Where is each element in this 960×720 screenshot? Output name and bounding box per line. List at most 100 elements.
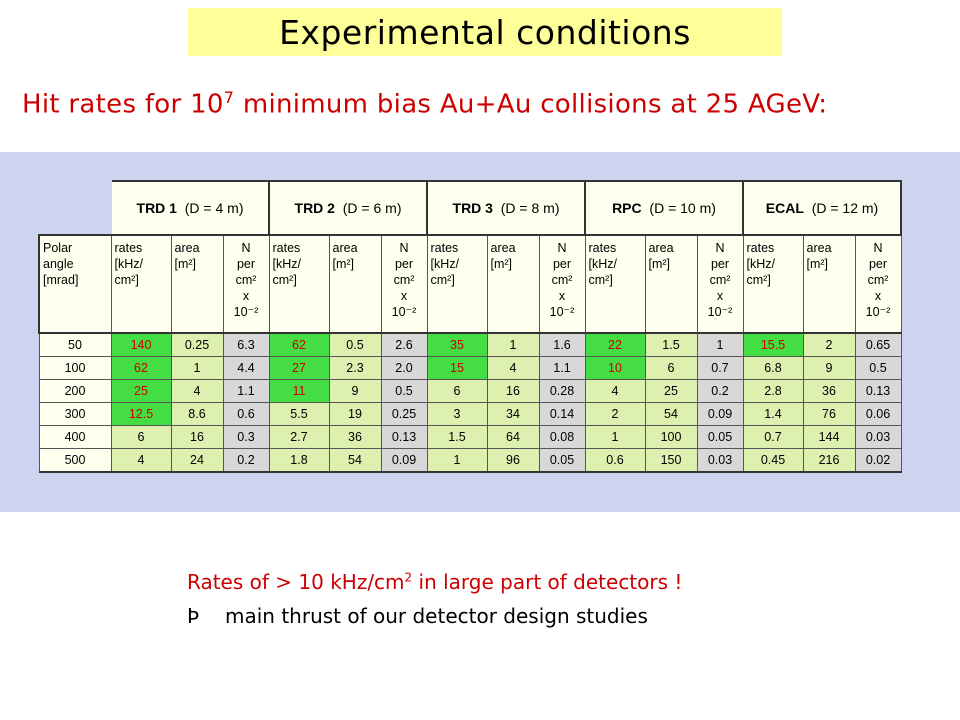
n-cell: 1.1 [222,379,270,403]
area-header: area [m²] [486,234,540,334]
rate-cell: 1.8 [268,448,330,473]
n-cell: 0.03 [854,425,902,449]
area-cell: 64 [486,425,540,449]
detector-header-trd-3: TRD 3 (D = 8 m) [426,180,586,236]
detector-name: TRD 2 [294,200,335,216]
area-cell: 2.3 [328,356,382,380]
polar-angle-cell: 50 [38,332,112,357]
area-cell: 100 [644,425,698,449]
area-cell: 150 [644,448,698,473]
rate-cell: 1 [584,425,646,449]
detector-distance: (D = 8 m) [500,200,560,216]
area-cell: 1 [486,332,540,357]
n-cell: 0.03 [696,448,744,473]
rate-cell: 2 [584,402,646,426]
n-cell: 0.3 [222,425,270,449]
rate-cell: 0.45 [742,448,804,473]
n-cell: 0.5 [854,356,902,380]
rates-header: rates [kHz/cm²] [426,234,488,334]
rate-cell: 10 [584,356,646,380]
rate-cell: 1.4 [742,402,804,426]
n-cell: 0.65 [854,332,902,357]
table-row: 300 12.5 8.6 0.6 5.5 19 0.25 3 34 0.14 2 54 0.09 1.4 7… [38,402,902,426]
implies-arrow-icon: Þ [187,604,200,628]
rate-cell: 140 [110,332,172,357]
n-cell: 0.2 [696,379,744,403]
polar-angle-cell: 100 [38,356,112,380]
rate-cell: 4 [584,379,646,403]
detector-header-row: TRD 1 (D = 4 m) TRD 2 (D = 6 m) TRD 3 (D =… [39,180,902,236]
area-cell: 76 [802,402,856,426]
n-cell: 0.25 [380,402,428,426]
detector-header-trd-1: TRD 1 (D = 4 m) [110,180,270,236]
rate-cell: 6 [110,425,172,449]
n-cell: 1.1 [538,356,586,380]
detector-header-ecal: ECAL (D = 12 m) [742,180,902,236]
subtitle-after: minimum bias Au+Au collisions at 25 AGeV… [234,89,828,120]
n-cell: 0.7 [696,356,744,380]
rate-cell: 0.7 [742,425,804,449]
n-cell: 0.6 [222,402,270,426]
area-cell: 9 [328,379,382,403]
area-header: area [m²] [644,234,698,334]
area-cell: 25 [644,379,698,403]
title-banner: Experimental conditions [188,8,782,56]
polar-angle-cell: 400 [38,425,112,449]
area-cell: 96 [486,448,540,473]
subtitle: Hit rates for 107 minimum bias Au+Au col… [22,88,827,120]
n-cell: 0.05 [538,448,586,473]
area-cell: 9 [802,356,856,380]
area-cell: 36 [328,425,382,449]
rate-cell: 25 [110,379,172,403]
polar-angle-cell: 200 [38,379,112,403]
rate-cell: 22 [584,332,646,357]
detector-distance: (D = 10 m) [649,200,716,216]
rates-header: rates [kHz/cm²] [268,234,330,334]
area-header: area [m²] [170,234,224,334]
rate-cell: 4 [110,448,172,473]
detector-name: ECAL [765,200,804,216]
area-header: area [m²] [328,234,382,334]
area-cell: 4 [486,356,540,380]
area-cell: 0.5 [328,332,382,357]
rate-cell: 12.5 [110,402,172,426]
subtitle-exponent: 7 [223,88,235,107]
n-cell: 4.4 [222,356,270,380]
area-cell: 4 [170,379,224,403]
area-cell: 2 [802,332,856,357]
detector-header-rpc: RPC (D = 10 m) [584,180,744,236]
rate-cell: 15 [426,356,488,380]
n-cell: 0.09 [380,448,428,473]
rate-cell: 35 [426,332,488,357]
note-before: Rates of > 10 kHz/cm [187,570,405,594]
table-row: 50 140 0.25 6.3 62 0.5 2.6 35 1 1.6 22 1.5 1 15.5 2 0.6… [38,332,902,357]
subtitle-before: Hit rates for 10 [22,89,224,120]
detector-distance: (D = 12 m) [811,200,879,216]
area-cell: 6 [644,356,698,380]
area-cell: 19 [328,402,382,426]
polar-angle-cell: 300 [38,402,112,426]
page-title: Experimental conditions [279,12,691,52]
detector-name: RPC [612,200,642,216]
area-cell: 54 [328,448,382,473]
n-cell: 0.5 [380,379,428,403]
rate-cell: 5.5 [268,402,330,426]
n-cell: 1 [696,332,744,357]
area-cell: 54 [644,402,698,426]
area-cell: 144 [802,425,856,449]
rate-cell: 1.5 [426,425,488,449]
area-cell: 16 [486,379,540,403]
detector-distance: (D = 6 m) [342,200,402,216]
n-cell: 2.0 [380,356,428,380]
area-cell: 0.25 [170,332,224,357]
area-cell: 1 [170,356,224,380]
rate-cell: 2.7 [268,425,330,449]
polar-angle-header: Polar angle [mrad] [38,234,112,334]
table-row: 200 25 4 1.1 11 9 0.5 6 16 0.28 4 25 0.2 2.8 36 0.13 [38,379,902,403]
n-cell: 0.13 [380,425,428,449]
detector-name: TRD 3 [452,200,493,216]
rate-cell: 6.8 [742,356,804,380]
